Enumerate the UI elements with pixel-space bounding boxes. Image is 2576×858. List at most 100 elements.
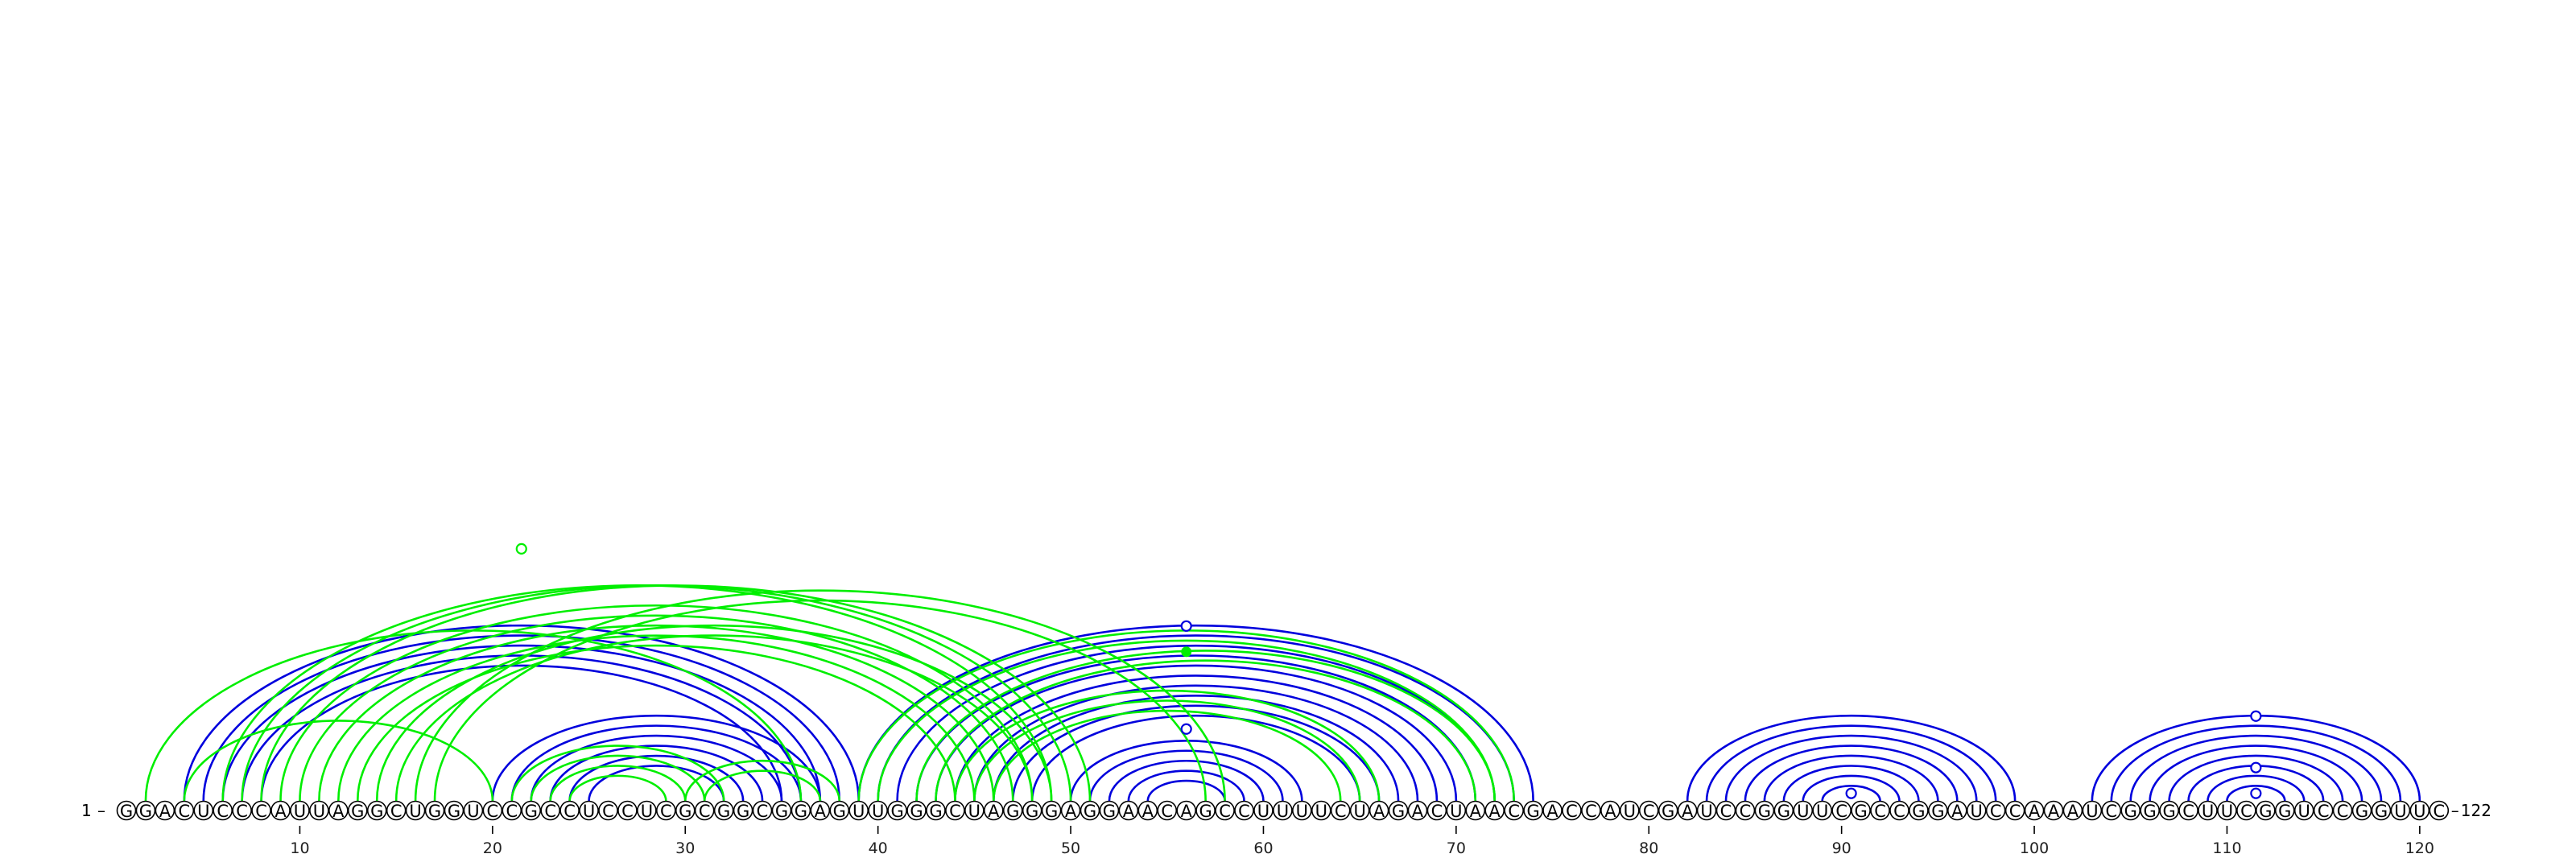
nucleotide-circle: [1311, 800, 1331, 821]
nucleotide-letter: G: [717, 802, 730, 821]
green-base-pair-arc: [433, 599, 1207, 802]
nucleotide-letter: C: [1893, 802, 1905, 821]
nucleotide-letter: C: [1720, 802, 1732, 821]
nucleotide-letter: G: [2355, 802, 2368, 821]
nucleotide-circle: [1985, 800, 2006, 821]
nucleotide-letter: G: [833, 802, 846, 821]
nucleotide-letter: U: [852, 802, 865, 821]
nucleotide-circle: [521, 800, 542, 821]
nucleotide-letter: G: [351, 802, 364, 821]
nucleotide: C: [251, 800, 271, 821]
nucleotide-circle: [1928, 800, 1948, 821]
green-base-pair-arc: [260, 584, 1092, 802]
nucleotide-circle: [2178, 800, 2198, 821]
nucleotide-circle: [1812, 800, 1833, 821]
nucleotide: C: [1985, 800, 2006, 821]
nucleotide-circle: [1273, 800, 1293, 821]
nucleotide: G: [1195, 800, 1216, 821]
nucleotide-circle: [135, 800, 156, 821]
nucleotide: U: [848, 800, 869, 821]
nucleotide-circle: [347, 800, 368, 821]
blue-base-pair-arc: [1127, 769, 1245, 802]
nucleotide: U: [1273, 800, 1293, 821]
nucleotide: G: [347, 800, 368, 821]
nucleotide: C: [502, 800, 522, 821]
nucleotide: C: [656, 800, 676, 821]
nucleotide-circle: [1368, 800, 1389, 821]
nucleotide-letter: C: [1219, 802, 1231, 821]
nucleotide-letter: G: [679, 802, 691, 821]
nucleotide: A: [1368, 800, 1389, 821]
nucleotide-circle: [1600, 800, 1620, 821]
nucleotide: C: [2313, 800, 2334, 821]
nucleotide-letter: G: [2124, 802, 2137, 821]
nucleotide-letter: U: [409, 802, 421, 821]
nucleotide-circle: [2293, 800, 2314, 821]
nucleotide-letter: U: [1353, 802, 1365, 821]
nucleotide: C: [1831, 800, 1852, 821]
nucleotide: G: [1773, 800, 1794, 821]
nucleotide-letter: G: [2144, 802, 2157, 821]
nucleotide: U: [2198, 800, 2218, 821]
nucleotide-circle: [213, 800, 233, 821]
nucleotide-letter: C: [699, 802, 711, 821]
nucleotide-circle: [598, 800, 618, 821]
green-base-pair-arc: [915, 649, 1496, 802]
nucleotide-circle: [984, 800, 1004, 821]
nucleotide: G: [1022, 800, 1042, 821]
nucleotide-circle: [1581, 800, 1601, 821]
nucleotide-circle: [2004, 800, 2025, 821]
nucleotide-circle: [482, 800, 503, 821]
nucleotide-circle: [2062, 800, 2083, 821]
nucleotide-circle: [290, 800, 310, 821]
nucleotide-circle: [1966, 800, 1987, 821]
nucleotide: C: [2004, 800, 2025, 821]
nucleotide-circle: [1157, 800, 1178, 821]
filled-marker: [1181, 646, 1192, 658]
nucleotide-circle: [1099, 800, 1120, 821]
nucleotide-circle: [2274, 800, 2295, 821]
nucleotide: C: [1638, 800, 1659, 821]
blue-base-pair-arc: [183, 624, 861, 802]
nucleotide: A: [1137, 800, 1158, 821]
nucleotide: G: [1099, 800, 1120, 821]
nucleotide: C: [174, 800, 195, 821]
nucleotide: C: [2236, 800, 2256, 821]
nucleotide-letter: U: [2413, 802, 2425, 821]
nucleotide-circle: [1889, 800, 1909, 821]
nucleotide-letter: G: [1526, 802, 1539, 821]
nucleotide-letter: G: [775, 802, 788, 821]
nucleotide: U: [2082, 800, 2103, 821]
nucleotide: U: [1696, 800, 1717, 821]
nucleotide-circle: [656, 800, 676, 821]
nucleotide-letter: U: [2202, 802, 2214, 821]
nucleotide-letter: C: [1585, 802, 1597, 821]
blue-base-pair-arc: [1821, 785, 1881, 802]
nucleotide-circle: [810, 800, 831, 821]
nucleotide-letter: C: [2433, 802, 2445, 821]
nucleotide: G: [1080, 800, 1100, 821]
nucleotide: G: [135, 800, 156, 821]
green-base-pair-arc: [993, 709, 1342, 802]
nucleotide: U: [309, 800, 329, 821]
nucleotide-letter: U: [1277, 802, 1289, 821]
nucleotide-letter: G: [1084, 802, 1096, 821]
nucleotide: C: [694, 800, 715, 821]
nucleotide: G: [1851, 800, 1871, 821]
nucleotide-circle: [1080, 800, 1100, 821]
nucleotide: G: [424, 800, 445, 821]
axis-tick-label: 40: [869, 839, 888, 857]
nucleotide-letter: C: [660, 802, 672, 821]
nucleotide-circle: [694, 800, 715, 821]
nucleotide: A: [810, 800, 831, 821]
nucleotide-circle: [1715, 800, 1736, 821]
nucleotide-letter: G: [795, 802, 807, 821]
nucleotide-letter: G: [1392, 802, 1405, 821]
blue-base-pair-arc: [1686, 714, 2017, 802]
nucleotide-letter: C: [255, 802, 267, 821]
nucleotide-circle: [1388, 800, 1409, 821]
nucleotide: G: [1002, 800, 1023, 821]
blue-base-pair-arc: [2207, 774, 2306, 802]
